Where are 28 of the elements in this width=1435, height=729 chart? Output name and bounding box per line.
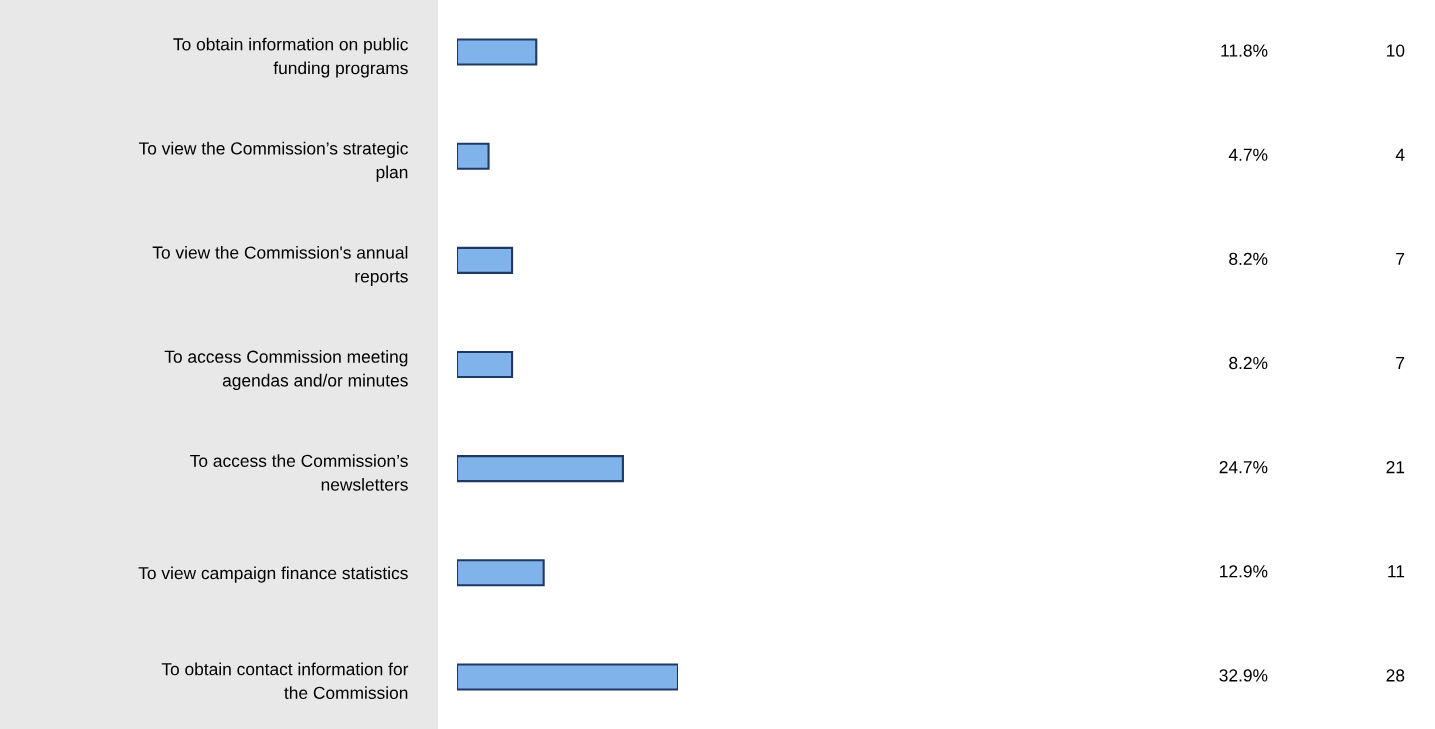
data-label: 32.9% [1219, 669, 1268, 682]
text: 11 [1388, 565, 1405, 578]
data-label: 11.8% [1221, 44, 1268, 57]
bar [457, 246, 514, 274]
data-label: 8.2% [1229, 356, 1268, 370]
text: 4 [1395, 148, 1405, 161]
data-label: 4.7% [1228, 148, 1268, 161]
bar [457, 350, 514, 379]
bar [457, 455, 624, 483]
y-tick-label: To view the Commission’s strategic plan [138, 141, 408, 182]
y-tick-label: To access the Commission’s newsletters [190, 454, 408, 491]
bar [457, 142, 490, 170]
text: 7 [1396, 357, 1405, 369]
text: 7 [1396, 252, 1405, 265]
y-tick-label: To obtain information on public funding programs [173, 37, 408, 78]
y-tick-label: To access Commission meeting agendas and/or minutes [164, 350, 408, 391]
y-tick-label: To view campaign finance statistics [138, 566, 408, 583]
y-tick-label: To view the Commission's annual reports [152, 245, 408, 286]
text: 10 [1387, 44, 1405, 57]
bar [457, 559, 545, 587]
data-label: 12.9% [1220, 565, 1268, 578]
bar [457, 38, 538, 66]
text: 21 [1386, 461, 1405, 474]
y-tick-label: To obtain contact information for the Commission [161, 662, 409, 700]
bar [457, 663, 678, 691]
data-label: 24.7% [1219, 461, 1268, 474]
data-label: 8.2% [1229, 252, 1268, 266]
text: 28 [1386, 669, 1405, 682]
